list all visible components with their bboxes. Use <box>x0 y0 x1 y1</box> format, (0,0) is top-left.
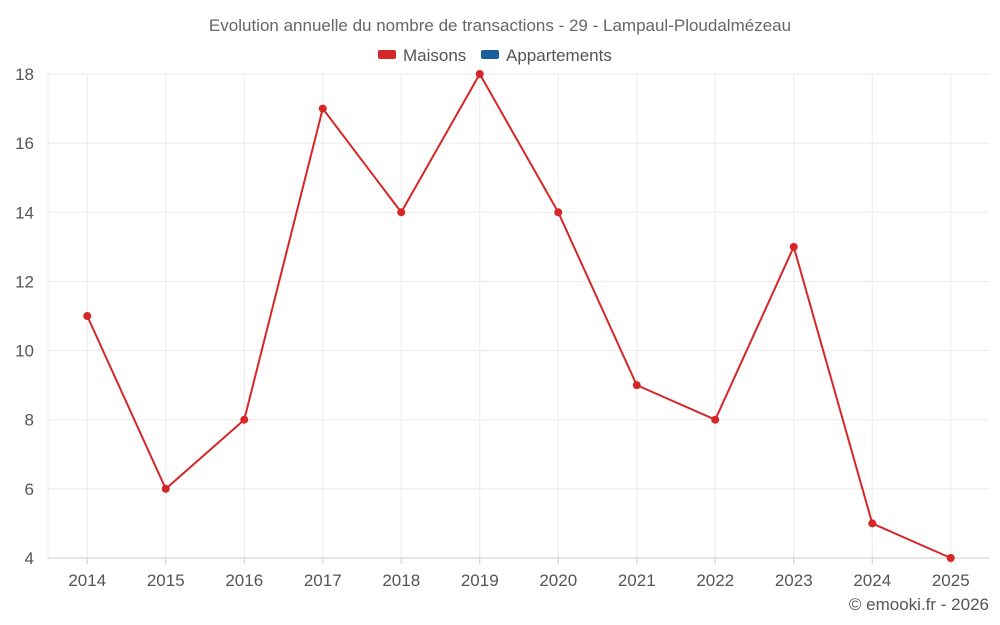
y-tick-label: 8 <box>25 411 34 430</box>
legend-item-maisons[interactable]: Maisons <box>378 46 466 65</box>
x-tick-label: 2016 <box>225 571 263 590</box>
data-point-2020[interactable] <box>554 208 563 217</box>
x-tick-label: 2019 <box>461 571 499 590</box>
data-point-2016[interactable] <box>240 415 249 424</box>
legend-label-maisons: Maisons <box>403 46 466 65</box>
axes: 4 6 8 10 12 14 16 18 2014 2015 2016 2017 2018 2019 202… <box>15 65 990 590</box>
data-point-2021[interactable] <box>632 381 641 390</box>
x-tick-label: 2014 <box>68 571 106 590</box>
data-point-2018[interactable] <box>397 208 406 217</box>
x-tick-label: 2021 <box>618 571 656 590</box>
chart-title: Evolution annuelle du nombre de transact… <box>209 16 791 35</box>
y-tick-label: 4 <box>25 549 34 568</box>
data-point-2024[interactable] <box>868 519 877 528</box>
data-point-2017[interactable] <box>318 104 327 113</box>
x-tick-label: 2018 <box>382 571 420 590</box>
legend-swatch-maisons <box>378 50 396 59</box>
series-maisons <box>83 70 955 562</box>
legend-swatch-appartements <box>481 50 499 59</box>
y-tick-label: 10 <box>15 342 34 361</box>
legend-label-appartements: Appartements <box>506 46 612 65</box>
x-tick-label: 2015 <box>147 571 185 590</box>
series-line-maisons <box>86 73 952 559</box>
y-tick-label: 14 <box>15 203 34 222</box>
data-point-2025[interactable] <box>946 554 955 562</box>
y-tick-label: 6 <box>25 480 34 499</box>
legend: Maisons Appartements <box>378 46 612 65</box>
x-tick-label: 2023 <box>775 571 813 590</box>
x-tick-label: 2025 <box>932 571 970 590</box>
x-tick-label: 2022 <box>696 571 734 590</box>
data-point-2014[interactable] <box>83 312 92 320</box>
y-tick-label: 12 <box>15 272 34 291</box>
x-tick-label: 2020 <box>539 571 577 590</box>
data-point-2022[interactable] <box>711 415 720 424</box>
data-point-2023[interactable] <box>789 242 798 251</box>
x-tick-label: 2017 <box>304 571 342 590</box>
legend-item-appartements[interactable]: Appartements <box>481 46 612 65</box>
x-tick-label: 2024 <box>853 571 891 590</box>
y-tick-label: 16 <box>15 134 34 153</box>
data-point-2019[interactable] <box>475 70 484 78</box>
credit-text: © emooki.fr - 2026 <box>849 595 989 614</box>
data-point-2015[interactable] <box>161 484 170 493</box>
y-tick-label: 18 <box>15 65 34 84</box>
grid <box>48 73 990 558</box>
